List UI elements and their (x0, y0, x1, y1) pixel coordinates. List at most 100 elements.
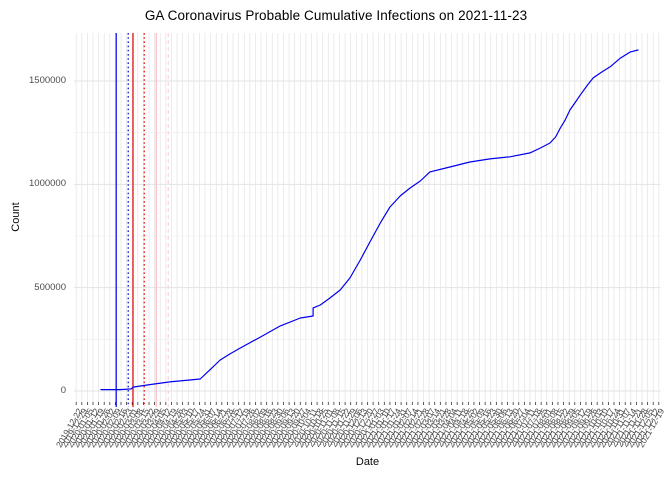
x-axis-label: 2021-04-11 (434, 406, 465, 449)
x-axis-label: 2021-12-19 (636, 406, 667, 450)
x-axis-label: 2020-01-26 (81, 406, 112, 450)
x-axis-label: 2021-04-04 (428, 406, 460, 450)
x-axis-label: 2020-03-29 (132, 406, 163, 450)
x-axis-label: 2021-11-28 (619, 406, 650, 449)
x-axis-label: 2021-02-14 (389, 406, 421, 450)
x-axis-label: 2021-08-22 (540, 406, 572, 450)
chart-canvas (74, 33, 661, 407)
x-axis-label: 2020-02-02 (87, 406, 118, 450)
x-axis-label: 2021-09-12 (557, 406, 589, 450)
x-axis-label: 2020-01-05 (64, 406, 96, 450)
x-axis-label: 2020-01-19 (76, 406, 107, 450)
x-axis-label: 2020-07-05 (210, 406, 241, 450)
x-axis-label: 2020-08-02 (232, 406, 264, 450)
x-axis-label: 2021-11-21 (614, 406, 645, 449)
x-axis-label: 2020-04-05 (137, 406, 169, 450)
x-axis-label: 2021-10-17 (585, 406, 617, 450)
x-axis-label: 2021-10-31 (596, 406, 628, 450)
chart-title: GA Coronavirus Probable Cumulative Infec… (144, 8, 528, 23)
x-axis-label: 2021-01-03 (356, 406, 387, 450)
x-axis-label: 2020-08-23 (249, 406, 281, 450)
reference-vlines (115, 33, 169, 407)
x-axis-label: 2021-06-27 (496, 406, 527, 450)
x-axis-label: 2020-06-14 (193, 406, 225, 450)
x-axis-tick-marks (75, 402, 660, 405)
x-axis-label: 2020-04-12 (143, 406, 174, 450)
x-axis-label: 2020-11-15 (317, 406, 348, 449)
x-axis-label: 2020-05-31 (182, 406, 213, 450)
x-axis-label: 2020-02-16 (98, 406, 129, 450)
x-axis-label: 2021-06-13 (484, 406, 516, 450)
x-axis-label: 2021-03-07 (406, 406, 437, 450)
x-axis-label: 2021-08-01 (524, 406, 555, 450)
x-axis-label: 2020-02-09 (92, 406, 124, 450)
x-axis-label: 2021-01-17 (367, 406, 398, 450)
y-axis-labels: 0 500000 1000000 1500000 (0, 0, 66, 480)
x-axis-label: 2021-02-07 (384, 406, 415, 450)
x-axis-label: 2020-09-13 (266, 406, 297, 450)
x-axis-label: 2021-11-07 (602, 406, 633, 449)
x-axis-label: 2021-07-04 (501, 406, 533, 450)
x-axis-label: 2021-05-02 (451, 406, 482, 450)
x-axis-label: 2020-06-21 (199, 406, 230, 450)
plot-panel (74, 33, 661, 407)
x-axis-label: 2020-10-18 (294, 406, 325, 450)
x-axis-label: 2020-07-26 (227, 406, 258, 450)
x-axis-label: 2020-08-30 (255, 406, 286, 450)
x-axis-label: 2021-05-30 (473, 406, 505, 450)
x-axis-label: 2020-05-10 (165, 406, 197, 450)
x-axis-label: 2020-10-11 (289, 406, 320, 449)
x-axis-label: 2020-12-06 (333, 406, 365, 450)
x-axis-label: 2021-10-10 (580, 406, 611, 450)
x-axis-label: 2021-11-14 (608, 406, 639, 449)
y-axis-label: 1000000 (29, 178, 66, 190)
x-axis-label: 2021-10-03 (574, 406, 605, 450)
x-axis-label: 2020-10-04 (283, 406, 314, 450)
x-axis-label: 2021-07-18 (512, 406, 544, 450)
x-axis-label: 2021-07-11 (507, 406, 538, 449)
x-axis-label: 2020-12-20 (344, 406, 376, 450)
x-axis-label: 2021-08-29 (546, 406, 577, 450)
x-axis-label: 2020-06-07 (188, 406, 219, 450)
x-axis-label: 2020-11-22 (322, 406, 353, 449)
x-axis-label: 2021-09-26 (568, 406, 600, 450)
x-axis-label: 2020-08-16 (244, 406, 275, 450)
y-axis-label: 0 (60, 385, 66, 396)
cumulative-infections-line (100, 49, 639, 391)
x-axis-label: 2020-04-19 (148, 406, 180, 450)
x-axis-label: 2021-03-14 (412, 406, 443, 450)
x-axis-label: 2020-12-27 (350, 406, 381, 450)
x-axis-label: 2021-02-28 (400, 406, 432, 450)
x-axis-label: 2020-09-27 (277, 406, 309, 450)
x-axis-label: 2020-03-15 (120, 406, 152, 450)
x-axis-label: 2020-07-19 (221, 406, 253, 450)
y-axis-label: 1500000 (29, 75, 66, 86)
y-axis-label: 500000 (34, 281, 66, 293)
x-axis-label: 2020-11-01 (306, 406, 337, 449)
horizontal-minor-gridlines (74, 132, 661, 340)
x-axis-label: 2021-07-25 (518, 406, 549, 450)
x-axis-label: 2020-04-26 (154, 406, 185, 450)
x-axis-label: 2020-11-08 (311, 406, 342, 449)
x-axis-label: 2021-08-08 (529, 406, 561, 450)
x-axis-label: 2020-07-12 (216, 406, 247, 450)
x-axis-label: 2020-05-17 (171, 406, 202, 450)
x-axis-label: 2021-09-19 (563, 406, 594, 450)
x-axis-label: 2021-12-12 (630, 406, 662, 450)
x-axis-label: 2021-05-09 (456, 406, 488, 450)
x-axis-label: 2021-04-18 (440, 406, 471, 450)
x-axis-label: 2020-01-12 (70, 406, 101, 450)
x-axis-label: 2021-08-15 (535, 406, 566, 450)
x-axis-label: 2021-01-10 (361, 406, 393, 450)
x-axis-label: 2021-01-31 (378, 406, 409, 450)
x-axis-label: 2020-09-06 (260, 406, 292, 450)
x-axis-label: 2021-05-23 (468, 406, 499, 450)
x-axis-label: 2021-03-28 (423, 406, 454, 450)
x-axis-label: 2021-01-24 (372, 406, 404, 450)
x-axis-label: 2020-05-03 (160, 406, 191, 450)
x-axis-label: 2020-06-28 (204, 406, 236, 450)
x-axis-title: Date (355, 456, 380, 468)
x-axis-label: 2021-06-06 (479, 406, 510, 450)
vertical-gridlines (75, 33, 660, 402)
x-axis-label: 2020-08-09 (238, 406, 269, 450)
